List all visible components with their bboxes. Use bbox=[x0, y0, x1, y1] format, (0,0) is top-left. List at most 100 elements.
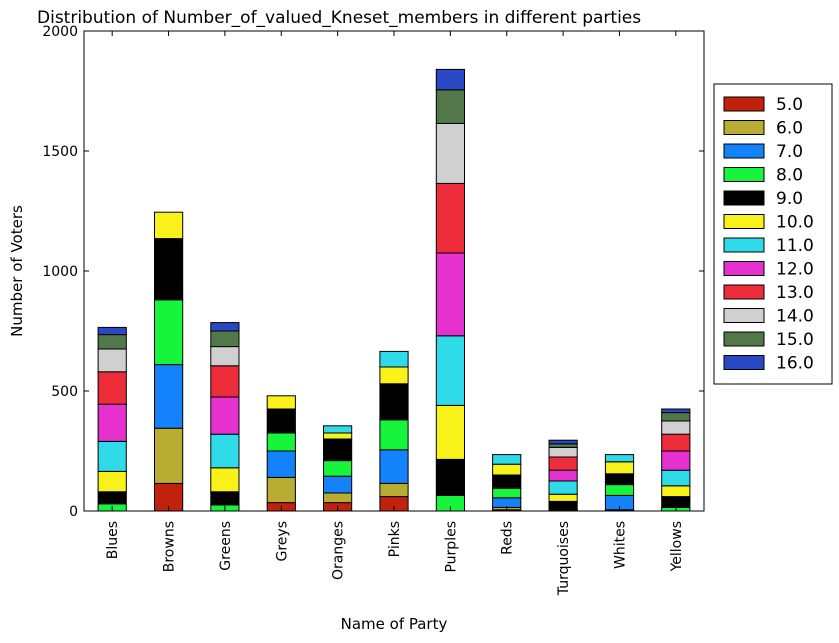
x-tick-label-purples: Purples bbox=[443, 521, 459, 573]
y-tick-label: 2000 bbox=[42, 24, 78, 40]
legend-label-9-0: 9.0 bbox=[776, 189, 803, 209]
bar-segment-yellows-14-0 bbox=[661, 420, 691, 435]
y-axis: 0 500 1000 1500 2000 bbox=[42, 24, 704, 520]
y-tick-label: 1000 bbox=[42, 264, 78, 280]
x-tick-label-turquoises: Turquoises bbox=[556, 521, 572, 596]
bar-segment-reds-9-0 bbox=[492, 474, 522, 489]
bar-segment-browns-8-0 bbox=[154, 299, 184, 366]
bar-segment-greys-9-0 bbox=[266, 408, 296, 434]
legend-swatch-9-0 bbox=[723, 190, 765, 206]
bar-segment-blues-12-0 bbox=[97, 403, 127, 442]
legend-label-6-0: 6.0 bbox=[776, 119, 803, 139]
bar-segment-oranges-7-0 bbox=[323, 475, 353, 494]
bar-segment-purples-14-0 bbox=[435, 122, 465, 184]
bar-segment-whites-8-0 bbox=[604, 484, 635, 496]
legend-label-15-0: 15.0 bbox=[776, 330, 814, 350]
legend: 5.0 6.0 7.0 8.0 9.0 10.0 11.0 12.0 13.0 14.0 15.0 1… bbox=[713, 83, 833, 385]
bar-segment-pinks-8-0 bbox=[379, 419, 409, 451]
legend-swatch-16-0 bbox=[723, 355, 765, 370]
bar-segment-purples-11-0 bbox=[435, 335, 465, 406]
legend-label-5-0: 5.0 bbox=[776, 95, 803, 115]
bar-segment-blues-16-0 bbox=[97, 326, 127, 336]
bar-segment-yellows-11-0 bbox=[661, 469, 691, 487]
legend-swatch-11-0 bbox=[723, 237, 765, 253]
legend-label-16-0: 16.0 bbox=[776, 354, 814, 374]
bar-segment-browns-7-0 bbox=[154, 364, 184, 429]
legend-label-14-0: 14.0 bbox=[776, 307, 814, 327]
y-axis-label: Number of Voters bbox=[8, 205, 26, 337]
legend-swatch-8-0 bbox=[723, 167, 765, 182]
bar-segment-purples-9-0 bbox=[435, 458, 465, 496]
bar-segment-greens-13-0 bbox=[210, 365, 240, 398]
x-tick-label-greens: Greens bbox=[218, 521, 234, 571]
bar-segment-greens-14-0 bbox=[210, 346, 240, 367]
bar-segment-greens-9-0 bbox=[210, 491, 240, 506]
bar-segment-pinks-7-0 bbox=[379, 449, 409, 484]
x-axis-label: Name of Party bbox=[341, 615, 448, 633]
y-tick-label: 1500 bbox=[42, 144, 78, 160]
x-tick-label-whites: Whites bbox=[613, 521, 629, 569]
bar-segment-purples-16-0 bbox=[435, 68, 465, 91]
bar-segment-whites-10-0 bbox=[604, 461, 635, 475]
legend-swatch-12-0 bbox=[723, 261, 765, 276]
y-tick-label: 0 bbox=[69, 504, 78, 520]
x-tick-label-greys: Greys bbox=[274, 521, 290, 562]
bar-segment-purples-12-0 bbox=[435, 252, 465, 337]
bar-segment-reds-10-0 bbox=[492, 463, 522, 476]
bar-segment-blues-11-0 bbox=[97, 440, 127, 472]
bar-segment-oranges-8-0 bbox=[323, 460, 353, 477]
legend-label-11-0: 11.0 bbox=[776, 236, 814, 256]
legend-label-10-0: 10.0 bbox=[776, 213, 814, 233]
legend-swatch-13-0 bbox=[723, 284, 765, 300]
bar-segment-whites-9-0 bbox=[604, 473, 635, 486]
bar-segment-turquoises-16-0 bbox=[548, 439, 578, 445]
chart-title: Distribution of Number_of_valued_Kneset_… bbox=[37, 8, 641, 28]
bar-segment-blues-14-0 bbox=[97, 348, 127, 373]
bar-segment-turquoises-13-0 bbox=[548, 456, 578, 471]
legend-label-8-0: 8.0 bbox=[776, 166, 803, 186]
legend-swatch-10-0 bbox=[723, 214, 765, 229]
x-tick-label-pinks: Pinks bbox=[387, 521, 403, 557]
bar-segment-reds-11-0 bbox=[492, 454, 522, 465]
bar-segment-pinks-6-0 bbox=[379, 482, 409, 498]
legend-label-12-0: 12.0 bbox=[776, 260, 814, 280]
bar-segment-reds-8-0 bbox=[492, 487, 522, 499]
bar-segment-oranges-11-0 bbox=[323, 425, 353, 434]
bar-segment-oranges-10-0 bbox=[323, 432, 353, 440]
bar-segment-greys-6-0 bbox=[266, 476, 296, 504]
bar-segment-yellows-10-0 bbox=[661, 485, 691, 498]
bar-segment-blues-15-0 bbox=[97, 334, 127, 350]
bar-segment-browns-6-0 bbox=[154, 427, 184, 484]
x-axis: Blues Browns Greens Greys Oranges Pinks Purple… bbox=[105, 31, 685, 596]
bar-segment-yellows-9-0 bbox=[661, 496, 691, 508]
bar-segment-pinks-9-0 bbox=[379, 383, 409, 421]
bar-segment-turquoises-12-0 bbox=[548, 469, 578, 482]
bar-segment-purples-15-0 bbox=[435, 89, 465, 124]
bar-segment-yellows-12-0 bbox=[661, 450, 691, 471]
bar-segment-oranges-9-0 bbox=[323, 438, 353, 462]
bar-segment-oranges-6-0 bbox=[323, 492, 353, 504]
bar-segment-pinks-10-0 bbox=[379, 366, 409, 385]
bar-segment-greens-10-0 bbox=[210, 467, 240, 493]
bar-segment-greens-12-0 bbox=[210, 396, 240, 435]
bar-segment-browns-10-0 bbox=[154, 211, 184, 240]
legend-label-7-0: 7.0 bbox=[776, 142, 803, 162]
bar-segment-greys-7-0 bbox=[266, 450, 296, 478]
bar-segment-greens-11-0 bbox=[210, 433, 240, 469]
bar-segment-purples-13-0 bbox=[435, 182, 465, 254]
x-tick-label-reds: Reds bbox=[500, 521, 516, 555]
x-tick-label-oranges: Oranges bbox=[331, 521, 347, 580]
x-tick-label-blues: Blues bbox=[105, 521, 121, 559]
bars-group bbox=[97, 68, 691, 512]
legend-swatch-7-0 bbox=[723, 143, 765, 159]
bar-segment-blues-13-0 bbox=[97, 371, 127, 405]
bar-segment-blues-9-0 bbox=[97, 491, 127, 505]
x-tick-label-yellows: Yellows bbox=[669, 521, 685, 572]
bar-segment-greens-16-0 bbox=[210, 322, 240, 332]
bar-segment-greens-15-0 bbox=[210, 330, 240, 348]
bar-segment-purples-10-0 bbox=[435, 404, 465, 460]
bar-segment-browns-9-0 bbox=[154, 238, 184, 301]
bar-segment-blues-10-0 bbox=[97, 470, 127, 493]
bar-segment-yellows-15-0 bbox=[661, 412, 691, 422]
